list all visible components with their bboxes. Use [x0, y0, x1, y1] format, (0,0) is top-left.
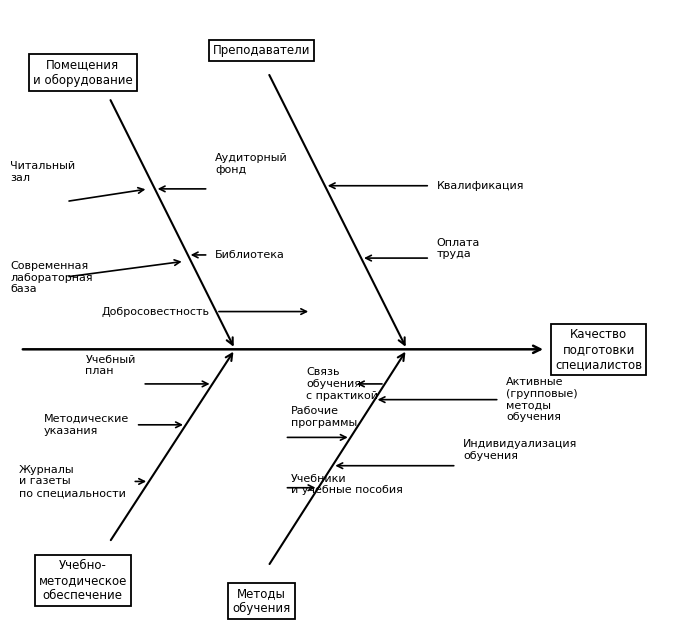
Text: Связь
обучения
с практикой: Связь обучения с практикой — [306, 367, 378, 401]
Text: Активные
(групповые)
методы
обучения: Активные (групповые) методы обучения — [506, 377, 578, 422]
Text: Рабочие
программы: Рабочие программы — [291, 406, 358, 428]
Text: Методы
обучения: Методы обучения — [232, 587, 290, 615]
Text: Журналы
и газеты
по специальности: Журналы и газеты по специальности — [19, 465, 126, 498]
Text: Современная
лабораторная
база: Современная лабораторная база — [10, 261, 92, 295]
Text: Учебно-
методическое
обеспечение: Учебно- методическое обеспечение — [38, 559, 127, 602]
Text: Методические
указания: Методические указания — [44, 414, 129, 436]
Text: Индивидуализация
обучения: Индивидуализация обучения — [463, 439, 578, 461]
Text: Библиотека: Библиотека — [215, 250, 285, 260]
Text: Добросовестность: Добросовестность — [101, 306, 209, 317]
Text: Учебники
и учебные пособия: Учебники и учебные пособия — [291, 474, 403, 496]
Text: Аудиторный
фонд: Аудиторный фонд — [215, 153, 288, 175]
Text: Учебный
план: Учебный план — [85, 355, 136, 376]
Text: Помещения
и оборудование: Помещения и оборудование — [33, 58, 133, 87]
Text: Оплата
труда: Оплата труда — [437, 238, 480, 259]
Text: Преподаватели: Преподаватели — [213, 44, 310, 57]
Text: Квалификация: Квалификация — [437, 181, 524, 191]
Text: Качество
подготовки
специалистов: Качество подготовки специалистов — [556, 328, 643, 371]
Text: Читальный
зал: Читальный зал — [10, 161, 75, 182]
